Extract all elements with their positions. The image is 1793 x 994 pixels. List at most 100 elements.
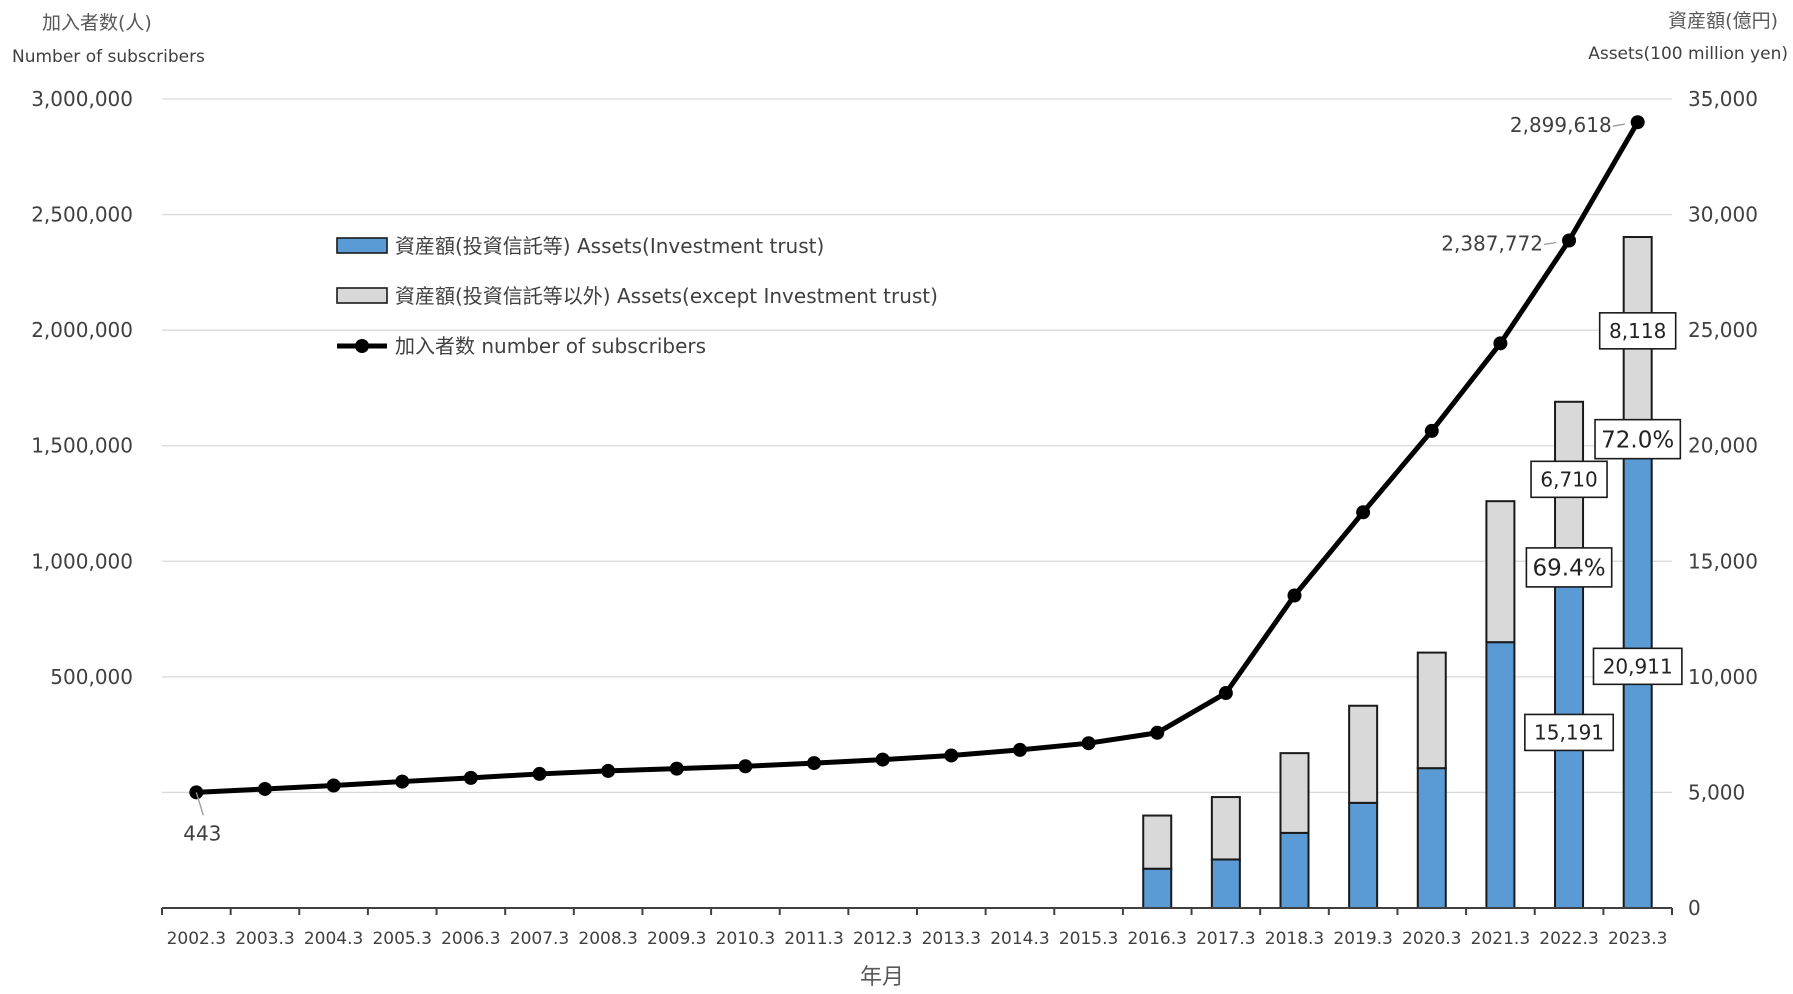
data-label-assets-except-investment-trust: 6,710 <box>1540 468 1597 492</box>
right-axis-tick-label: 10,000 <box>1688 665 1758 689</box>
annotation-share-group: 72.0% <box>1594 418 1682 460</box>
subscribers-point <box>532 766 547 781</box>
right-axis-tick-label: 25,000 <box>1688 318 1758 342</box>
bar-except-investment-trust <box>1210 796 1241 861</box>
subscribers-point <box>1493 336 1508 351</box>
data-label-leader <box>1543 241 1557 246</box>
data-label-assets-investment-trust-box <box>1524 713 1615 752</box>
subscribers-point <box>1562 233 1577 248</box>
annotation-share-box <box>1594 418 1682 460</box>
subscribers-point <box>1424 423 1439 438</box>
bar-investment-trust <box>1210 858 1241 910</box>
x-tick-label: 2006.3 <box>441 929 500 949</box>
bar-investment-trust <box>1279 831 1310 910</box>
data-label-subscribers: 443 <box>183 821 221 845</box>
data-label-assets-except-investment-trust-box <box>1530 460 1608 499</box>
line-layer <box>189 115 1645 800</box>
labels-layer: 443 2,387,772 2,899,618 15,191 20,911 6,710 8,… <box>183 113 1683 845</box>
left-axis-tick-label: 1,000,000 <box>31 549 133 573</box>
subscribers-point <box>669 761 684 776</box>
grid-layer <box>162 98 1672 794</box>
x-tick-label: 2012.3 <box>853 929 912 949</box>
subscribers-point <box>875 752 890 767</box>
data-label-subscribers: 2,387,772 <box>1441 232 1543 256</box>
x-tick-label: 2004.3 <box>304 929 363 949</box>
x-tick-label: 2015.3 <box>1059 929 1118 949</box>
right-axis-tick-label: 5,000 <box>1688 780 1745 804</box>
axis-layer: 500,000 1,000,000 1,500,000 2,000,000 2,500,… <box>31 87 1758 949</box>
x-tick-label: 2011.3 <box>784 929 843 949</box>
data-label-assets-investment-trust-group: 20,911 <box>1592 647 1683 686</box>
x-tick-label: 2020.3 <box>1402 929 1461 949</box>
left-axis-tick-label: 500,000 <box>50 665 133 689</box>
bar-investment-trust <box>1416 767 1447 909</box>
subscribers-point <box>1630 115 1645 130</box>
x-tick-label: 2022.3 <box>1539 929 1598 949</box>
left-axis-title-en: Number of subscribers <box>12 47 205 67</box>
legend-swatch-investment-trust <box>336 237 388 254</box>
x-tick-label: 2009.3 <box>647 929 706 949</box>
bar-except-investment-trust <box>1279 752 1310 834</box>
subscribers-point <box>807 756 822 771</box>
right-axis-tick-label: 20,000 <box>1688 434 1758 458</box>
legend-label-investment-trust: 資産額(投資信託等) Assets(Investment trust) <box>395 234 824 258</box>
right-axis-tick-label: 15,000 <box>1688 549 1758 573</box>
x-tick-label: 2019.3 <box>1333 929 1392 949</box>
bar-except-investment-trust <box>1416 651 1447 770</box>
bar-except-investment-trust <box>1348 704 1379 804</box>
bar-except-investment-trust <box>1142 814 1173 870</box>
annotation-share-box <box>1525 547 1613 588</box>
x-tick-label: 2013.3 <box>922 929 981 949</box>
annotation-share-group: 69.4% <box>1525 547 1613 588</box>
bar-investment-trust <box>1485 641 1516 910</box>
x-axis-title: 年月 <box>860 965 904 989</box>
left-axis-title-ja: 加入者数(人) <box>42 12 152 34</box>
left-axis-tick-label: 2,000,000 <box>31 318 133 342</box>
x-tick-label: 2018.3 <box>1265 929 1324 949</box>
data-label-assets-investment-trust: 20,911 <box>1603 655 1673 679</box>
subscribers-point <box>1012 742 1027 757</box>
data-label-leader <box>195 792 204 816</box>
data-label-assets-except-investment-trust-group: 6,710 <box>1530 460 1608 499</box>
right-axis-tick-label: 30,000 <box>1688 203 1758 227</box>
x-tick-label: 2003.3 <box>235 929 294 949</box>
x-tick-label: 2023.3 <box>1608 929 1667 949</box>
data-label-subscribers: 2,899,618 <box>1510 113 1612 137</box>
x-tick-label: 2005.3 <box>372 929 431 949</box>
x-tick-label: 2010.3 <box>716 929 775 949</box>
subscribers-point <box>738 759 753 774</box>
data-label-assets-except-investment-trust-group: 8,118 <box>1598 312 1677 350</box>
annotation-share: 72.0% <box>1601 427 1674 453</box>
subscribers-point <box>463 770 478 785</box>
x-tick-label: 2007.3 <box>510 929 569 949</box>
legend-label-subscribers: 加入者数 number of subscribers <box>395 334 706 358</box>
data-label-leader <box>1612 123 1625 127</box>
x-tick-label: 2002.3 <box>167 929 226 949</box>
legend: 資産額(投資信託等) Assets(Investment trust) 資産額(投… <box>336 234 938 358</box>
bar-except-investment-trust <box>1485 500 1516 644</box>
subscribers-point <box>257 781 272 796</box>
annotation-share: 69.4% <box>1533 556 1606 582</box>
data-label-assets-except-investment-trust: 8,118 <box>1609 319 1666 343</box>
x-tick-label: 2008.3 <box>578 929 637 949</box>
subscribers-point <box>1356 505 1371 520</box>
bar-investment-trust <box>1142 867 1173 909</box>
data-label-assets-investment-trust: 15,191 <box>1534 721 1604 745</box>
legend-label-except-investment-trust: 資産額(投資信託等以外) Assets(except Investment tr… <box>395 284 938 308</box>
subscribers-point <box>326 778 341 793</box>
x-tick-label: 2014.3 <box>990 929 1049 949</box>
bar-investment-trust <box>1348 801 1379 910</box>
legend-swatch-subscribers-point <box>355 339 369 353</box>
right-axis-title-en: Assets(100 million yen) <box>1588 44 1788 64</box>
x-tick-label: 2016.3 <box>1127 929 1186 949</box>
data-label-assets-except-investment-trust-box <box>1598 312 1677 350</box>
right-axis-title-ja: 資産額(億円) <box>1668 10 1778 32</box>
subscribers-point <box>944 748 959 763</box>
data-label-assets-investment-trust-box <box>1592 647 1683 686</box>
subscribers-point <box>1150 725 1165 740</box>
x-tick-label: 2021.3 <box>1471 929 1530 949</box>
legend-swatch-except-investment-trust <box>336 287 388 304</box>
data-label-assets-investment-trust-group: 15,191 <box>1524 713 1615 752</box>
